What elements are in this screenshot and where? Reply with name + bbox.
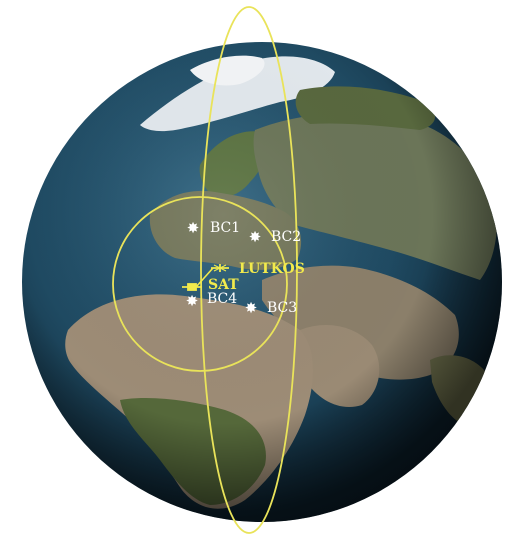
- station-marker-bc4: ✸: [186, 292, 199, 310]
- station-marker-bc1: ✸: [187, 219, 200, 237]
- station-marker-bc3: ✸: [245, 299, 258, 317]
- station-marker-bc2: ✸: [249, 228, 262, 246]
- satellite-label: SAT: [208, 277, 239, 293]
- station-label-bc2: BC2: [271, 229, 301, 245]
- link-line: [195, 267, 214, 288]
- coverage-footprint: [112, 196, 288, 372]
- ground-station-icon: [211, 264, 229, 272]
- globe: [22, 42, 502, 522]
- satellite-icon: [182, 283, 202, 291]
- satellite-orbit: [200, 6, 298, 534]
- station-label-bc3: BC3: [267, 300, 297, 316]
- lut-label: LUTKOS: [239, 261, 305, 277]
- station-label-bc4: BC4: [207, 291, 237, 307]
- station-label-bc1: BC1: [210, 220, 240, 236]
- link-lines: [195, 267, 214, 288]
- orbit-back: [200, 6, 298, 534]
- station-markers: ✸ ✸ ✸ ✸: [186, 219, 262, 317]
- globe-shading: [22, 42, 502, 522]
- labels: BC1 BC2 BC3 BC4 LUTKOS SAT: [207, 220, 305, 316]
